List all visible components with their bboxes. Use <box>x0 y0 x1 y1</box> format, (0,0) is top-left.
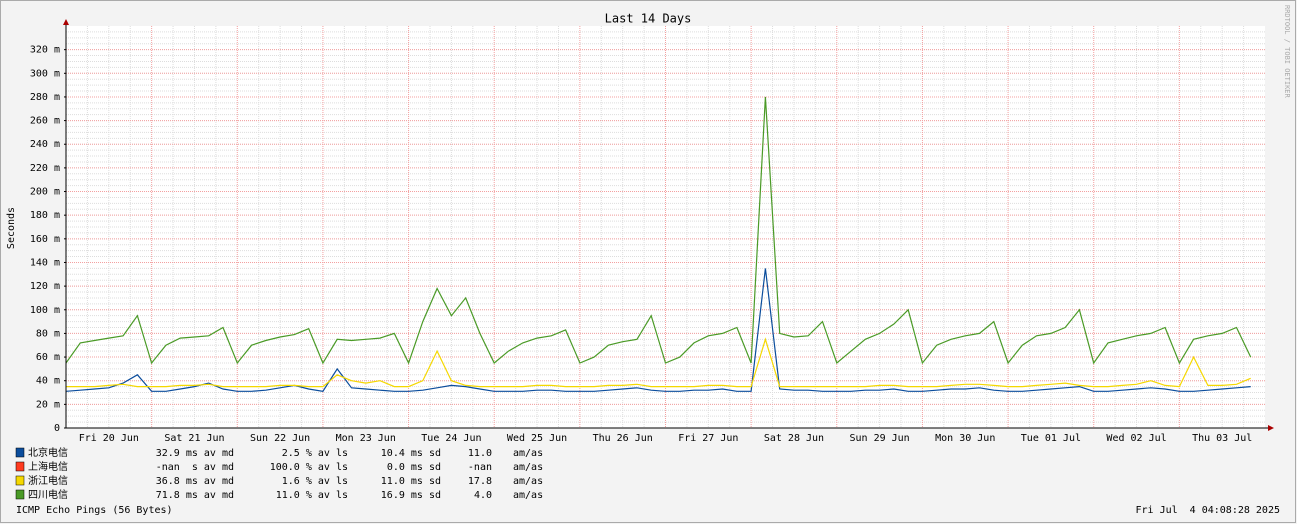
y-tick-label: 260 m <box>30 116 60 127</box>
y-tick-label: 160 m <box>30 234 60 245</box>
legend-label: 浙江电信 <box>28 474 68 487</box>
legend-stat: 11.0 % av ls <box>276 490 348 501</box>
x-tick-label: Fri 20 Jun <box>79 433 139 444</box>
grid: 0 20 m 40 m 60 m 80 m 100 m 120 m 140 m 160 m 180… <box>30 26 1265 444</box>
legend-stat: -nan s av md <box>156 462 234 473</box>
x-arrow <box>1268 425 1274 431</box>
lines <box>65 96 1252 392</box>
legend-swatch <box>15 475 25 486</box>
y-axis-label: Seconds <box>6 207 17 249</box>
legend-stat: 1.6 % av ls <box>282 476 348 487</box>
chart-title: Last 14 Days <box>605 12 692 26</box>
x-tick-label: Sun 22 Jun <box>250 433 310 444</box>
legend: 北京电信 32.9 ms av md 2.5 % av ls 10.4 ms sd 11… <box>15 446 543 501</box>
legend-label: 北京电信 <box>28 446 68 459</box>
legend-stat: 11.0 ms sd <box>381 476 441 487</box>
y-tick-label: 220 m <box>30 163 60 174</box>
y-tick-label: 0 <box>54 423 60 434</box>
legend-stat: 100.0 % av ls <box>270 462 348 473</box>
series-line <box>66 337 1251 388</box>
legend-swatch <box>15 489 25 500</box>
legend-swatch <box>15 447 25 458</box>
axes <box>63 19 1274 431</box>
legend-stat: am/as <box>513 476 543 487</box>
legend-swatch <box>15 461 25 472</box>
x-tick-label: Sun 29 Jun <box>849 433 909 444</box>
legend-stat: am/as <box>513 448 543 459</box>
x-tick-label: Tue 01 Jul <box>1021 433 1081 444</box>
x-tick-label: Mon 23 Jun <box>336 433 396 444</box>
x-tick-label: Sat 28 Jun <box>764 433 824 444</box>
footer: ICMP Echo Pings (56 Bytes) <box>16 505 173 516</box>
y-tick-label: 320 m <box>30 45 60 56</box>
x-tick-label: Fri 27 Jun <box>678 433 738 444</box>
legend-stat: -nan <box>468 462 492 473</box>
x-tick-label: Tue 24 Jun <box>421 433 481 444</box>
timestamp: Fri Jul 4 04:08:28 2025 <box>1136 505 1281 516</box>
legend-stat: 4.0 <box>474 490 492 501</box>
legend-stat: 71.8 ms av md <box>156 490 234 501</box>
x-tick-label: Thu 03 Jul <box>1192 433 1252 444</box>
series-line <box>65 268 1251 392</box>
legend-stat: 11.0 <box>468 448 492 459</box>
legend-stat: 36.8 ms av md <box>156 476 234 487</box>
y-tick-label: 200 m <box>30 187 60 198</box>
series-line <box>65 96 1252 365</box>
legend-stat: 32.9 ms av md <box>156 448 234 459</box>
x-tick-label: Thu 26 Jun <box>593 433 653 444</box>
legend-stat: 17.8 <box>468 476 492 487</box>
legend-stat: am/as <box>513 462 543 473</box>
y-tick-label: 240 m <box>30 139 60 150</box>
legend-stat: 2.5 % av ls <box>282 448 348 459</box>
x-tick-label: Wed 02 Jul <box>1106 433 1166 444</box>
x-tick-label: Mon 30 Jun <box>935 433 995 444</box>
legend-stat: 16.9 ms sd <box>381 490 441 501</box>
y-tick-label: 120 m <box>30 281 60 292</box>
y-tick-label: 40 m <box>36 376 60 387</box>
y-tick-label: 300 m <box>30 68 60 79</box>
legend-label: 四川电信 <box>28 488 68 501</box>
legend-label: 上海电信 <box>28 460 68 473</box>
y-tick-label: 80 m <box>36 328 60 339</box>
watermark: RRDTOOL / TOBI OETIKER <box>1283 5 1291 99</box>
y-tick-label: 180 m <box>30 210 60 221</box>
y-tick-label: 20 m <box>36 399 60 410</box>
x-tick-label: Wed 25 Jun <box>507 433 567 444</box>
legend-stat: am/as <box>513 490 543 501</box>
legend-stat: 10.4 ms sd <box>381 448 441 459</box>
y-arrow <box>63 19 69 25</box>
legend-stat: 0.0 ms sd <box>387 462 441 473</box>
y-tick-label: 140 m <box>30 257 60 268</box>
y-tick-label: 60 m <box>36 352 60 363</box>
x-tick-label: Sat 21 Jun <box>164 433 224 444</box>
y-tick-label: 280 m <box>30 92 60 103</box>
y-tick-label: 100 m <box>30 305 60 316</box>
